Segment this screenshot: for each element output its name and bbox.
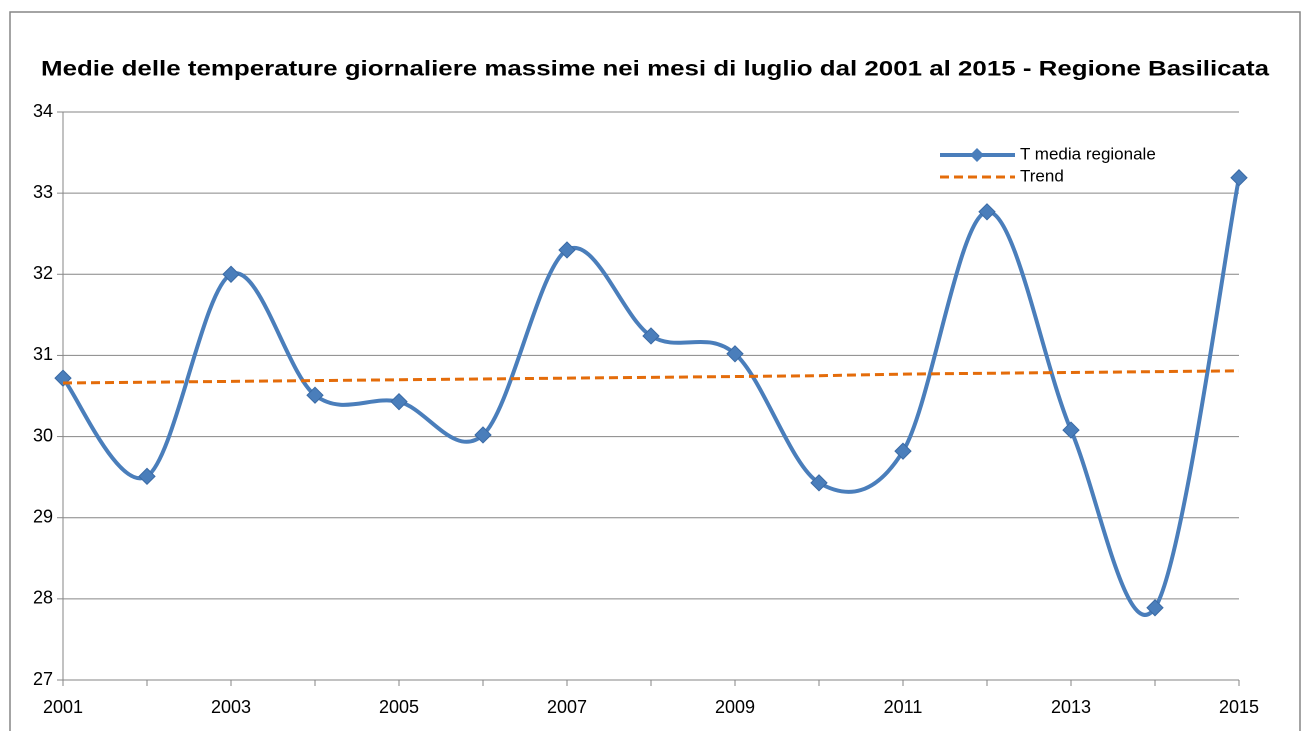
legend-text: T media regionale bbox=[1020, 144, 1156, 163]
x-tick-label: 2001 bbox=[43, 697, 83, 717]
marker bbox=[558, 241, 576, 259]
marker bbox=[1062, 421, 1080, 439]
x-tick-label: 2007 bbox=[547, 697, 587, 717]
marker bbox=[726, 345, 744, 363]
marker bbox=[810, 474, 828, 492]
legend-text: Trend bbox=[1020, 166, 1064, 185]
marker bbox=[1146, 599, 1164, 617]
y-tick-label: 33 bbox=[33, 182, 53, 202]
x-tick-label: 2009 bbox=[715, 697, 755, 717]
series-line bbox=[61, 177, 1241, 617]
legend-marker bbox=[970, 148, 984, 162]
marker bbox=[222, 265, 240, 283]
y-tick-label: 31 bbox=[33, 344, 53, 364]
marker bbox=[978, 203, 996, 221]
marker bbox=[54, 369, 72, 387]
x-tick-label: 2003 bbox=[211, 697, 251, 717]
x-tick-label: 2011 bbox=[884, 697, 923, 717]
x-tick-label: 2015 bbox=[1219, 697, 1259, 717]
marker bbox=[894, 442, 912, 460]
y-tick-label: 34 bbox=[33, 101, 53, 121]
marker bbox=[306, 386, 324, 404]
series-line bbox=[62, 369, 1240, 385]
marker bbox=[642, 327, 660, 345]
x-tick-label: 2013 bbox=[1051, 697, 1091, 717]
marker bbox=[474, 426, 492, 444]
marker bbox=[390, 392, 408, 411]
x-tick-label: 2005 bbox=[379, 697, 419, 717]
y-tick-label: 32 bbox=[33, 263, 53, 283]
marker bbox=[138, 467, 156, 486]
y-tick-label: 30 bbox=[33, 425, 53, 445]
marker bbox=[1230, 169, 1248, 187]
y-tick-label: 27 bbox=[33, 669, 53, 689]
chart-title: Medie delle temperature giornaliere mass… bbox=[41, 58, 1269, 81]
y-tick-label: 28 bbox=[33, 588, 53, 608]
y-tick-label: 29 bbox=[33, 506, 53, 526]
